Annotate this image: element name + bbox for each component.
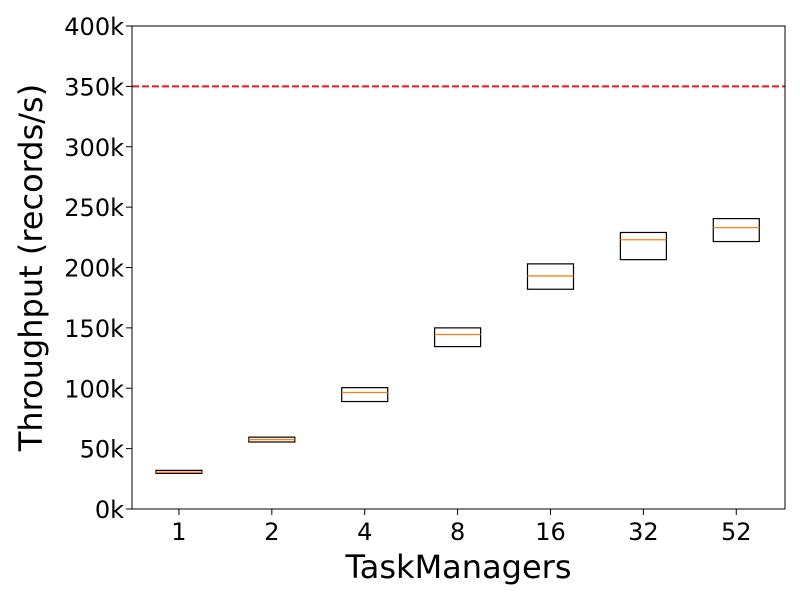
plot-layer: 0k 50k 100k 150k 200k 250k 300k 350k 400k 1 2 4 8 16 3… bbox=[64, 13, 785, 546]
x-tick-label: 8 bbox=[450, 518, 465, 546]
y-tick-label: 150k bbox=[64, 315, 124, 343]
y-tick-label: 400k bbox=[64, 13, 124, 41]
y-tick-label: 200k bbox=[64, 255, 124, 283]
x-tick-label: 4 bbox=[357, 518, 372, 546]
box-8 bbox=[434, 327, 482, 348]
x-axis-label: TaskManagers bbox=[345, 548, 572, 586]
x-tick-label: 1 bbox=[171, 518, 186, 546]
y-tick-label: 300k bbox=[64, 134, 124, 162]
y-tick-label: 350k bbox=[64, 73, 124, 101]
x-tick-label: 52 bbox=[721, 518, 752, 546]
x-tick-label: 2 bbox=[264, 518, 279, 546]
box-52 bbox=[712, 217, 760, 243]
y-axis-label: Throughput (records/s) bbox=[12, 84, 50, 452]
box-32 bbox=[619, 231, 667, 261]
y-tick-label: 250k bbox=[64, 194, 124, 222]
x-tick-label: 32 bbox=[628, 518, 659, 546]
y-tick-label: 0k bbox=[95, 496, 124, 524]
plot-frame bbox=[131, 25, 786, 510]
x-tick-label: 16 bbox=[535, 518, 566, 546]
y-tick-label: 50k bbox=[80, 436, 125, 464]
y-tick-label: 100k bbox=[64, 375, 124, 403]
box-4 bbox=[341, 387, 389, 403]
